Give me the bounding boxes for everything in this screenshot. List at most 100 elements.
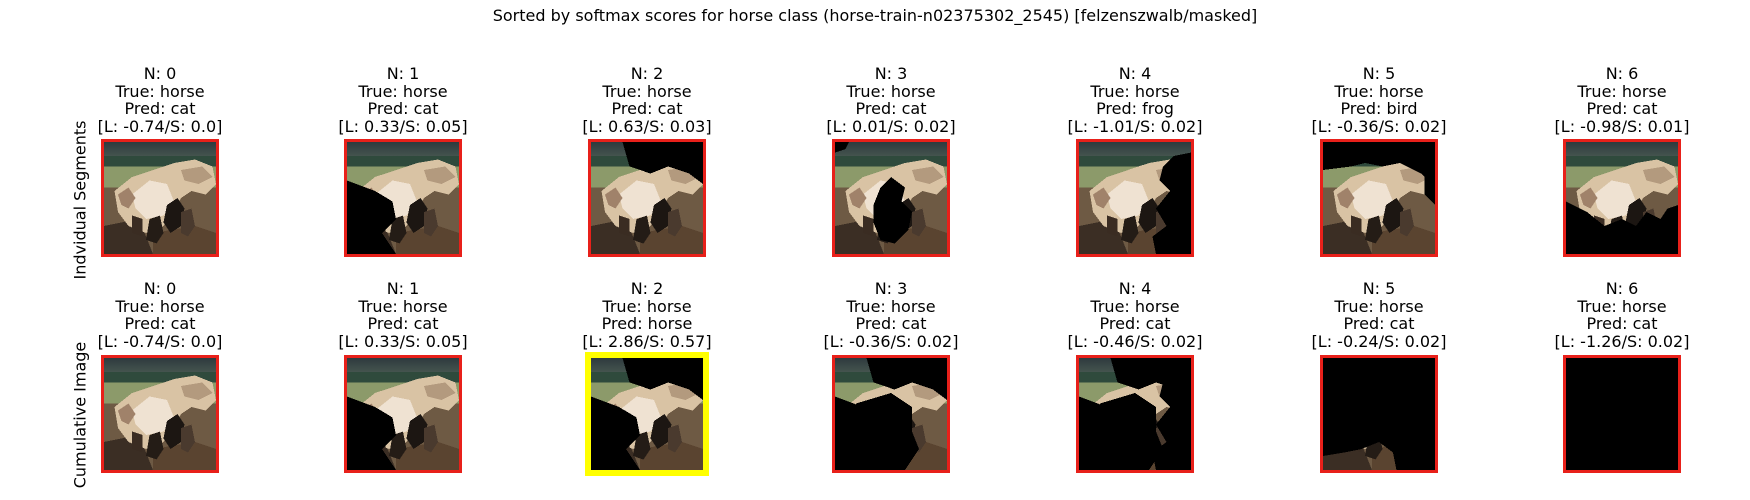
panel-true-label: True: horse: [115, 81, 205, 101]
panel-n-label: N: 6: [1605, 279, 1639, 298]
panel-title: N: 1 True: horse Pred: cat [L: 0.33/S: 0.05…: [293, 65, 513, 135]
panel-pred-label: Pred: cat: [367, 314, 439, 333]
segment-image: [1323, 142, 1435, 254]
mask-region: [1152, 368, 1191, 470]
image-panel: [344, 139, 462, 257]
image-panel: [1320, 355, 1438, 473]
panel-score-label: [L: -0.46/S: 0.02]: [1067, 331, 1203, 351]
panel-score-label: [L: 0.33/S: 0.05]: [338, 331, 468, 351]
mask-region: [622, 358, 703, 400]
panel-n-label: N: 1: [386, 64, 420, 83]
panel-true-label: True: horse: [1090, 296, 1180, 316]
panel-true-label: True: horse: [602, 296, 692, 316]
segment-image: [591, 358, 703, 470]
panel-true-label: True: horse: [358, 81, 448, 101]
panel-score-label: [L: -1.01/S: 0.02]: [1067, 116, 1203, 136]
panel-n-label: N: 1: [386, 279, 420, 298]
panel-pred-label: Pred: cat: [855, 314, 927, 333]
mask-region: [591, 396, 640, 470]
panel-n-label: N: 2: [630, 279, 664, 298]
image-panel: [1563, 355, 1681, 473]
panel-pred-label: Pred: frog: [1096, 99, 1174, 118]
segment-image: [1079, 358, 1191, 470]
image-panel: [344, 355, 462, 473]
segment-image: [104, 358, 216, 470]
panel-n-label: N: 5: [1362, 64, 1396, 83]
panel-score-label: [L: -0.98/S: 0.01]: [1554, 116, 1690, 136]
mask-region: [1152, 152, 1191, 254]
panel-pred-label: Pred: horse: [601, 314, 693, 333]
panel-n-label: N: 3: [874, 64, 908, 83]
panel-true-label: True: horse: [846, 296, 936, 316]
panel-pred-label: Pred: cat: [1343, 314, 1415, 333]
panel-score-label: [L: -0.24/S: 0.02]: [1311, 331, 1447, 351]
panel-title: N: 1 True: horse Pred: cat [L: 0.33/S: 0.05…: [293, 280, 513, 350]
panel-score-label: [L: -0.74/S: 0.0]: [97, 116, 223, 136]
segment-image: [347, 142, 459, 254]
panel-title: N: 5 True: horse Pred: cat [L: -0.24/S: 0.0…: [1269, 280, 1489, 350]
panel-n-label: N: 2: [630, 64, 664, 83]
panel-true-label: True: horse: [115, 296, 205, 316]
image-panel: [832, 355, 950, 473]
panel-score-label: [L: -0.36/S: 0.02]: [1311, 116, 1447, 136]
segment-image: [1566, 358, 1678, 470]
panel-title: N: 4 True: horse Pred: frog [L: -1.01/S: 0.…: [1025, 65, 1245, 135]
segment-image: [1079, 142, 1191, 254]
panel-n-label: N: 4: [1118, 279, 1152, 298]
panel-pred-label: Pred: cat: [1099, 314, 1171, 333]
panel-true-label: True: horse: [358, 296, 448, 316]
panel-score-label: [L: 2.86/S: 0.57]: [582, 331, 712, 351]
panel-true-label: True: horse: [1577, 81, 1667, 101]
panel-title: N: 2 True: horse Pred: cat [L: 0.63/S: 0.03…: [537, 65, 757, 135]
panel-score-label: [L: -0.36/S: 0.02]: [823, 331, 959, 351]
row-label-cumulative-image: Cumulative Image: [69, 341, 89, 489]
segment-image: [1323, 358, 1435, 470]
segment-image: [104, 142, 216, 254]
panel-title: N: 0 True: horse Pred: cat [L: -0.74/S: 0.0…: [50, 65, 270, 135]
mask-region: [856, 393, 919, 470]
mask-region: [1323, 142, 1435, 188]
panel-title: N: 0 True: horse Pred: cat [L: -0.74/S: 0.0…: [50, 280, 270, 350]
panel-n-label: N: 6: [1605, 64, 1639, 83]
mask-region: [622, 142, 703, 184]
panel-true-label: True: horse: [1577, 296, 1667, 316]
panel-pred-label: Pred: cat: [855, 99, 927, 118]
image-panel: [1076, 355, 1194, 473]
panel-score-label: [L: 0.63/S: 0.03]: [582, 116, 712, 136]
panel-pred-label: Pred: cat: [124, 99, 196, 118]
segment-image: [347, 358, 459, 470]
panel-title: N: 4 True: horse Pred: cat [L: -0.46/S: 0.0…: [1025, 280, 1245, 350]
panel-true-label: True: horse: [1334, 81, 1424, 101]
panel-title: N: 6 True: horse Pred: cat [L: -1.26/S: 0.0…: [1512, 280, 1732, 350]
image-panel: [1563, 139, 1681, 257]
image-panel: [832, 139, 950, 257]
panel-title: N: 2 True: horse Pred: horse [L: 2.86/S: 0.…: [537, 280, 757, 350]
figure-title: Sorted by softmax scores for horse class…: [492, 6, 1258, 25]
segment-image: [835, 142, 947, 254]
row-label-individual-segments: Indvidual Segments: [69, 120, 89, 280]
panel-true-label: True: horse: [1090, 81, 1180, 101]
panel-title: N: 3 True: horse Pred: cat [L: -0.36/S: 0.0…: [781, 280, 1001, 350]
panel-n-label: N: 0: [143, 279, 177, 298]
panel-score-label: [L: 0.01/S: 0.02]: [826, 116, 956, 136]
panel-pred-label: Pred: cat: [1586, 99, 1658, 118]
image-panel: [101, 139, 219, 257]
image-panel: [1320, 139, 1438, 257]
panel-n-label: N: 3: [874, 279, 908, 298]
panel-title: N: 5 True: horse Pred: bird [L: -0.36/S: 0.…: [1269, 65, 1489, 135]
mask-region: [873, 177, 912, 244]
panel-pred-label: Pred: cat: [611, 99, 683, 118]
mask-region: [866, 358, 947, 400]
panel-score-label: [L: -0.74/S: 0.0]: [97, 331, 223, 351]
panel-true-label: True: horse: [846, 81, 936, 101]
panel-title: N: 3 True: horse Pred: cat [L: 0.01/S: 0.02…: [781, 65, 1001, 135]
segment-image: [591, 142, 703, 254]
mask-region: [1566, 358, 1678, 470]
panel-pred-label: Pred: cat: [124, 314, 196, 333]
panel-true-label: True: horse: [1334, 296, 1424, 316]
segment-image: [835, 358, 947, 470]
mask-region: [1110, 358, 1191, 400]
mask-region: [1386, 414, 1400, 428]
panel-pred-label: Pred: cat: [367, 99, 439, 118]
